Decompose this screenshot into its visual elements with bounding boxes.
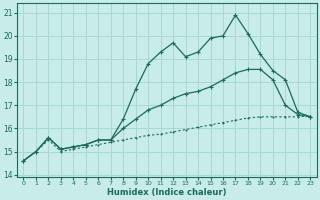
X-axis label: Humidex (Indice chaleur): Humidex (Indice chaleur) <box>107 188 227 197</box>
